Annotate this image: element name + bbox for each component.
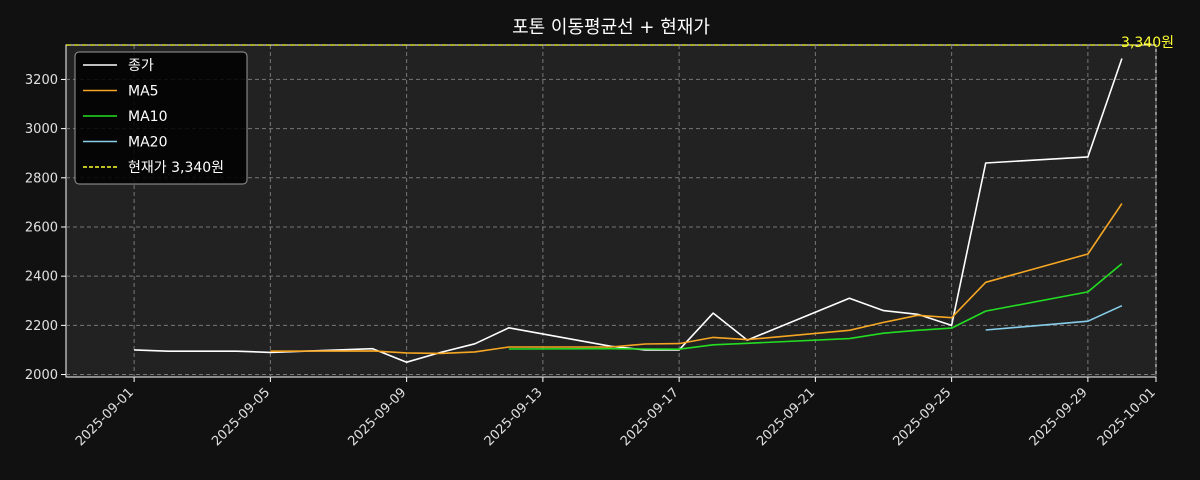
y-tick-label: 2600: [25, 220, 58, 235]
y-tick-label: 3200: [25, 73, 58, 88]
y-tick-label: 2400: [25, 270, 58, 285]
series-line-ma20: [985, 304, 1123, 331]
x-tick-label: 2025-09-21: [754, 385, 818, 449]
x-tick-label: 2025-09-25: [890, 385, 954, 449]
x-tick-label: 2025-09-13: [482, 385, 546, 449]
chart-title: 포톤 이동평균선 + 현재가: [512, 17, 710, 38]
legend-label: MA5: [128, 84, 159, 100]
reference-line: 3,340원: [66, 35, 1174, 51]
legend-label: 종가: [128, 58, 154, 74]
y-tick-label: 2200: [25, 319, 58, 334]
series-line-ma5: [270, 203, 1123, 355]
series-lines: [134, 58, 1123, 364]
x-tick-label: 2025-09-01: [73, 385, 137, 449]
current-price-annotation: 3,340원: [1121, 35, 1174, 51]
y-tick-label: 2000: [25, 368, 58, 383]
series-line-ma10: [508, 262, 1123, 351]
legend-label: 현재가 3,340원: [128, 160, 224, 176]
x-tick-label: 2025-09-05: [209, 385, 273, 449]
x-tick-label: 2025-09-17: [618, 385, 682, 449]
x-tick-label: 2025-10-01: [1095, 385, 1159, 449]
legend-label: MA10: [128, 109, 167, 125]
legend-label: MA20: [128, 135, 167, 151]
legend-box: [74, 51, 248, 185]
legend: 종가 MA5 MA10 MA20 현재가 3,340원: [74, 51, 248, 185]
x-tick-label: 2025-09-29: [1027, 385, 1091, 449]
x-tick-label: 2025-09-09: [345, 385, 409, 449]
plot-area: [65, 44, 1157, 378]
y-tick-label: 2800: [25, 171, 58, 186]
y-tick-label: 3000: [25, 122, 58, 137]
